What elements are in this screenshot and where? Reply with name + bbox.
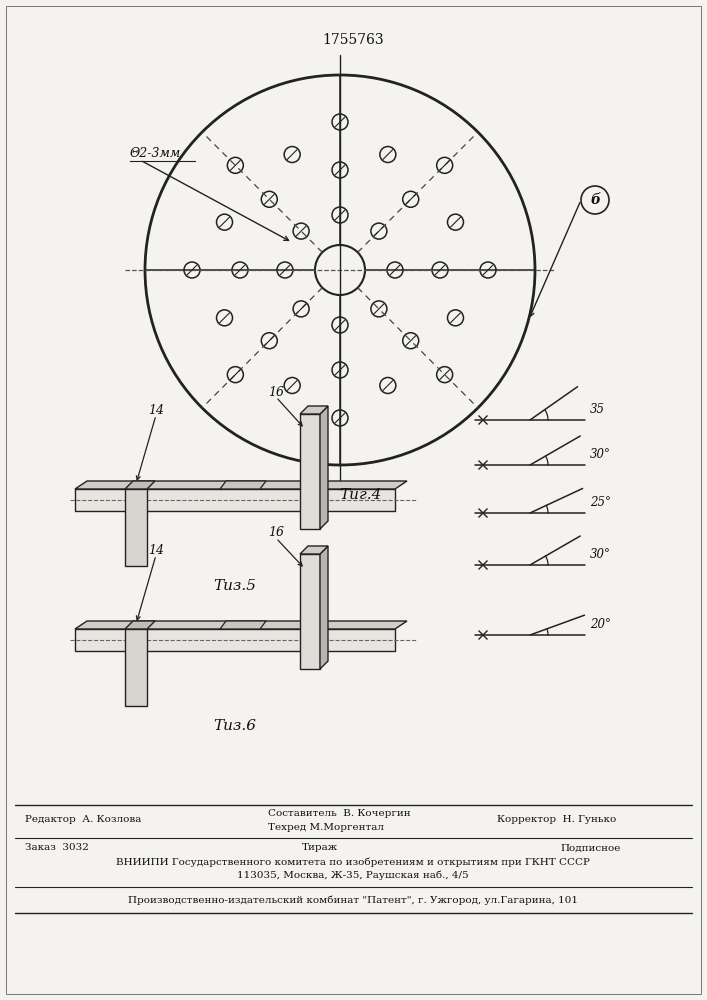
Polygon shape: [220, 621, 266, 629]
Polygon shape: [320, 546, 328, 669]
Text: 14: 14: [148, 403, 164, 416]
Polygon shape: [75, 489, 395, 511]
Polygon shape: [125, 629, 147, 706]
Polygon shape: [75, 481, 407, 489]
Polygon shape: [300, 414, 320, 529]
Text: Τиг.4: Τиг.4: [339, 488, 381, 502]
Text: Корректор  Н. Гунько: Корректор Н. Гунько: [497, 814, 617, 824]
Text: 113035, Москва, Ж-35, Раушская наб., 4/5: 113035, Москва, Ж-35, Раушская наб., 4/5: [237, 870, 469, 880]
Text: Техред М.Моргентал: Техред М.Моргентал: [268, 822, 384, 832]
Text: Составитель  В. Кочергин: Составитель В. Кочергин: [268, 810, 411, 818]
Text: Редактор  А. Козлова: Редактор А. Козлова: [25, 814, 141, 824]
Polygon shape: [300, 554, 320, 669]
Text: 1755763: 1755763: [322, 33, 384, 47]
Polygon shape: [125, 621, 155, 629]
Polygon shape: [300, 546, 328, 554]
Text: 14: 14: [148, 544, 164, 556]
Polygon shape: [320, 406, 328, 529]
Text: 30°: 30°: [590, 548, 611, 561]
Text: 16: 16: [268, 385, 284, 398]
Polygon shape: [220, 481, 266, 489]
Text: Τиз.6: Τиз.6: [214, 719, 257, 733]
Polygon shape: [75, 621, 407, 629]
Text: б: б: [590, 193, 600, 207]
Text: Тираж: Тираж: [302, 844, 338, 852]
Text: Подписное: Подписное: [560, 844, 620, 852]
Text: Τиз.5: Τиз.5: [214, 579, 257, 593]
Text: Производственно-издательский комбинат "Патент", г. Ужгород, ул.Гагарина, 101: Производственно-издательский комбинат "П…: [128, 895, 578, 905]
Text: Θ2-3мм: Θ2-3мм: [130, 147, 181, 160]
Text: 35: 35: [590, 403, 605, 416]
Text: Заказ  3032: Заказ 3032: [25, 844, 89, 852]
Polygon shape: [75, 629, 395, 651]
Polygon shape: [300, 406, 328, 414]
Polygon shape: [125, 489, 147, 566]
Text: 20°: 20°: [590, 618, 611, 631]
Text: ВНИИПИ Государственного комитета по изобретениям и открытиям при ГКНТ СССР: ВНИИПИ Государственного комитета по изоб…: [116, 857, 590, 867]
Text: 16: 16: [268, 526, 284, 540]
Polygon shape: [125, 481, 155, 489]
Text: 25°: 25°: [590, 496, 611, 509]
Text: 30°: 30°: [590, 448, 611, 461]
